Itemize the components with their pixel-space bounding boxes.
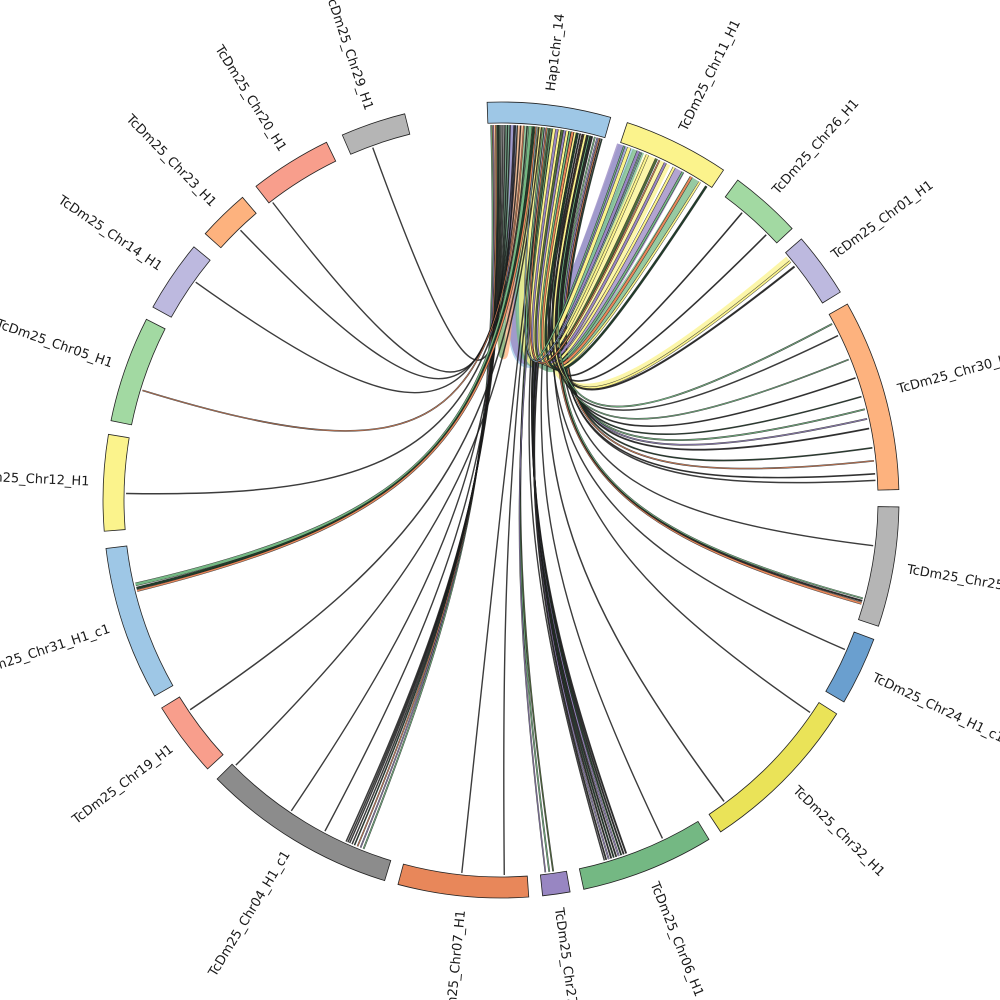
segment-chr07 bbox=[397, 863, 530, 899]
link-71 bbox=[529, 127, 660, 364]
link-69 bbox=[557, 135, 833, 407]
label-chr14: TcDm25_Chr14_H1 bbox=[54, 192, 164, 274]
segment-chr05 bbox=[110, 318, 166, 426]
segment-chr24 bbox=[825, 631, 875, 703]
link-14 bbox=[142, 125, 525, 432]
segment-chr14 bbox=[152, 246, 211, 318]
link-72 bbox=[524, 126, 642, 362]
link-68 bbox=[555, 135, 795, 391]
link-outline-7 bbox=[345, 125, 506, 842]
segment-chr31 bbox=[105, 545, 174, 697]
link-18 bbox=[136, 126, 537, 592]
label-chr11: TcDm25_Chr11_H1 bbox=[676, 17, 744, 134]
link-64 bbox=[544, 132, 708, 371]
link-outline-9 bbox=[290, 125, 511, 812]
segment-chr20 bbox=[255, 141, 337, 204]
label-chr05: TcDm25_Chr05_H1 bbox=[0, 316, 115, 371]
segment-chr27 bbox=[539, 870, 571, 897]
segment-chr25 bbox=[858, 506, 900, 627]
chromosome-segments bbox=[102, 101, 900, 899]
label-chr25: TcDm25_Chr25_H1 bbox=[905, 562, 1000, 598]
label-chr32: TcDm25_Chr32_H1 bbox=[789, 783, 887, 880]
link-outline-6 bbox=[347, 125, 504, 843]
segment-chr12 bbox=[102, 433, 130, 532]
segment-chr04 bbox=[216, 763, 392, 882]
segment-hap1chr14 bbox=[486, 101, 612, 139]
link-outline-10 bbox=[272, 125, 515, 373]
segment-chr06 bbox=[578, 820, 710, 890]
link-51 bbox=[559, 135, 862, 435]
link-outline-5 bbox=[348, 124, 502, 844]
label-hap1chr14: Hap1chr_14 bbox=[544, 13, 568, 92]
label-chr12: TcDm25_Chr12_H1 bbox=[0, 469, 90, 489]
label-chr06: TcDm25_Chr06_H1 bbox=[646, 879, 706, 999]
link-outline-13 bbox=[372, 125, 517, 361]
segment-chr30 bbox=[828, 303, 900, 491]
link-45 bbox=[563, 137, 868, 446]
label-chr26: TcDm25_Chr26_H1 bbox=[769, 96, 862, 198]
label-chr27: TcDm25_Chr27_H1 bbox=[551, 906, 583, 1000]
label-chr31: TcDm25_Chr31_H1_c1 bbox=[0, 622, 112, 682]
label-chr01: TcDm25_Chr01_H1 bbox=[828, 178, 936, 263]
label-chr24: TcDm25_Chr24_H1_c1 bbox=[869, 670, 1000, 746]
link-outline-2 bbox=[356, 125, 498, 847]
label-chr30: TcDm25_Chr30_H1 bbox=[895, 350, 1000, 397]
link-outline-20 bbox=[235, 127, 543, 766]
link-outline-22 bbox=[503, 127, 548, 875]
link-2 bbox=[357, 125, 497, 847]
label-chr19: TcDm25_Chr19_H1 bbox=[69, 742, 177, 828]
segment-chr11 bbox=[620, 122, 725, 189]
link-48 bbox=[564, 138, 874, 470]
label-chr29: TcDm25_Chr29_H1 bbox=[322, 0, 376, 112]
label-chr07: TcDm25_Chr07_H1 bbox=[442, 909, 469, 1000]
label-chr23: TcDm25_Chr23_H1 bbox=[122, 111, 219, 210]
synteny-links bbox=[126, 124, 876, 875]
label-chr04: TcDm25_Chr04_H1_c1 bbox=[205, 848, 293, 980]
link-outline-8 bbox=[324, 125, 509, 832]
segment-chr23 bbox=[204, 196, 257, 249]
segment-chr19 bbox=[161, 696, 224, 770]
link-outline-12 bbox=[195, 125, 522, 394]
link-outline-19 bbox=[189, 126, 540, 711]
segment-chr29 bbox=[341, 113, 411, 155]
link-47 bbox=[565, 138, 873, 461]
link-outline-15 bbox=[126, 125, 528, 495]
segment-chr01 bbox=[784, 238, 841, 304]
segment-chr32 bbox=[708, 702, 838, 833]
segment-chr26 bbox=[724, 179, 793, 244]
link-49 bbox=[561, 136, 876, 479]
label-chr20: TcDm25_Chr20_H1 bbox=[211, 42, 289, 155]
